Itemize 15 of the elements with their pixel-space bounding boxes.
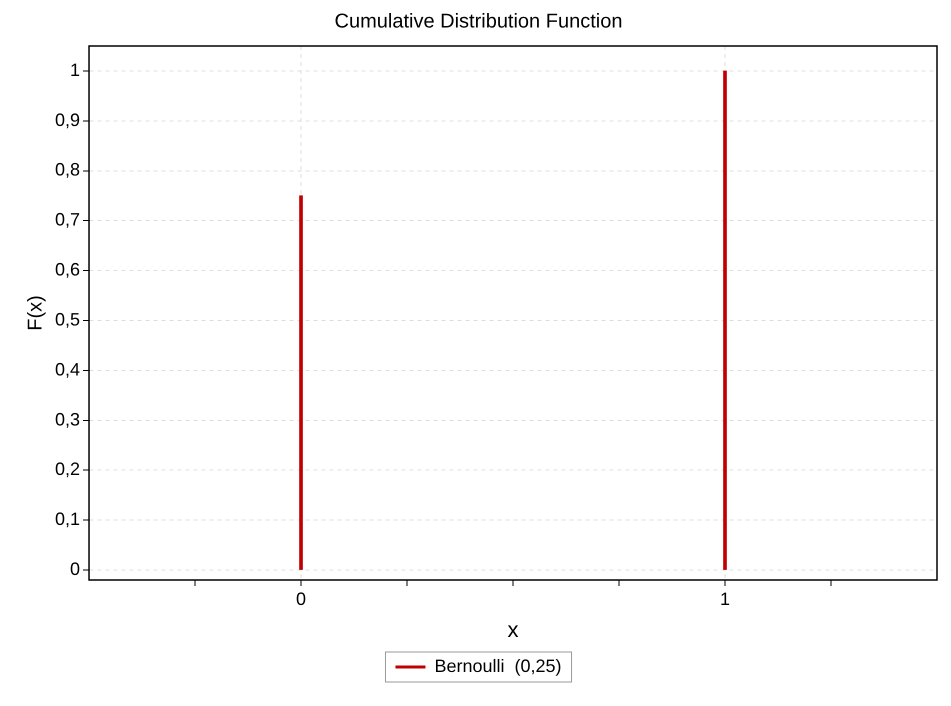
x-axis-title: x <box>508 616 519 642</box>
y-tick-label: 0,8 <box>54 160 80 180</box>
legend-label: Bernoulli (0,25) <box>434 656 562 676</box>
y-tick-label: 0,6 <box>54 260 80 280</box>
y-tick-label: 0,9 <box>54 110 80 130</box>
y-tick-label: 0,1 <box>54 509 80 530</box>
chart-title: Cumulative Distribution Function <box>334 10 622 33</box>
y-tick-label: 0,2 <box>54 459 80 480</box>
y-tick-label: 1 <box>70 60 80 80</box>
y-tick-label: 0,7 <box>54 210 80 230</box>
y-tick-label: 0,5 <box>54 309 80 330</box>
y-tick-label: 0,3 <box>54 409 80 430</box>
y-axis-title: F(x) <box>24 295 47 331</box>
y-tick-label: 0,4 <box>54 359 80 380</box>
y-tick-label: 0 <box>70 558 80 579</box>
